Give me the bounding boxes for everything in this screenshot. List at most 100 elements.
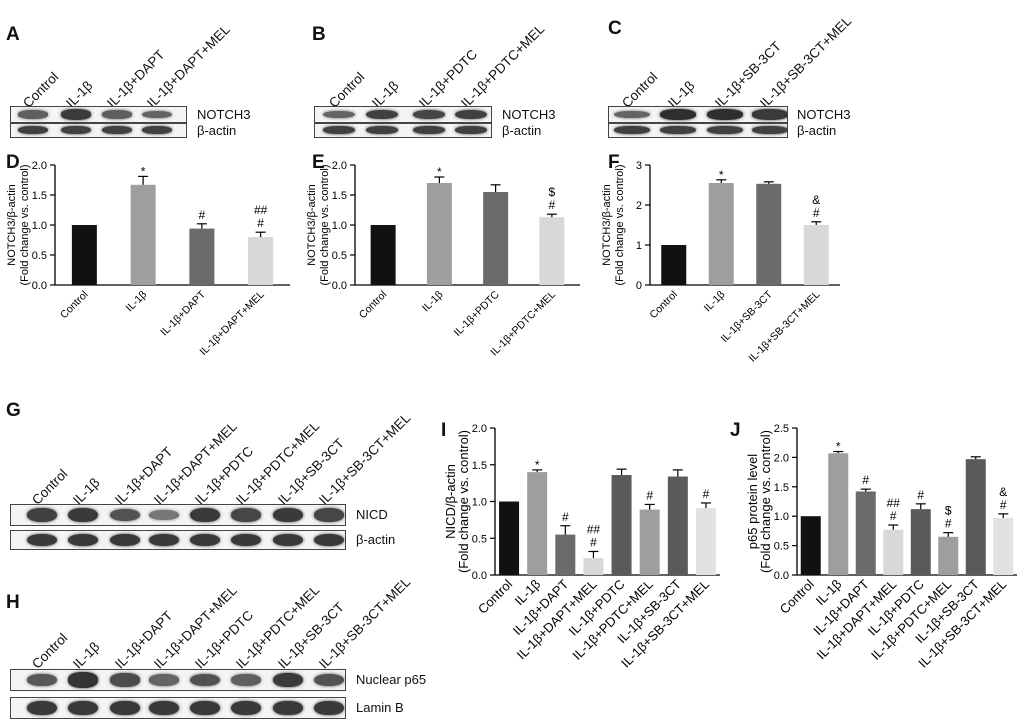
significance-mark: & bbox=[999, 485, 1007, 499]
y-tick-label: 1.5 bbox=[332, 190, 347, 202]
blot-band bbox=[707, 109, 743, 120]
significance-mark: # bbox=[590, 535, 597, 549]
bar-chart-d: 0.0 0.5 1.0 1.5 2.0 NOTCH3/β-actin (Fold chang… bbox=[6, 160, 290, 358]
blot-band bbox=[660, 109, 696, 120]
blot-label-b-b-actin: β-actin bbox=[502, 122, 542, 138]
blot-band bbox=[660, 126, 696, 135]
panel-letter-f: F bbox=[608, 152, 620, 173]
y-tick-label: 0.0 bbox=[472, 570, 487, 582]
y-tick-label: 1.0 bbox=[32, 220, 47, 232]
significance-mark: ## bbox=[254, 203, 268, 217]
bar-chart-e: 0.0 0.5 1.0 1.5 2.0 NOTCH3/β-actin (Fold chang… bbox=[306, 160, 580, 358]
significance-mark: # bbox=[813, 206, 820, 220]
x-tick-label: IL-1β bbox=[420, 289, 446, 315]
bar-e-il-1b-pdtc-mel bbox=[539, 217, 565, 285]
y-tick-label: 0.5 bbox=[774, 541, 789, 553]
y-tick-label: 1.0 bbox=[332, 220, 347, 232]
bar-chart-i: 0.0 0.5 1.0 1.5 2.0 NICD/β-actin(Fold change … bbox=[443, 423, 720, 671]
x-tick-label: IL-1β+PDTC+MEL bbox=[569, 577, 655, 663]
y-tick-label: 1.5 bbox=[472, 460, 487, 472]
significance-mark: # bbox=[945, 517, 952, 531]
bar-j-il-1b-dapt bbox=[855, 491, 876, 575]
bar-j-il-1b-dapt-mel bbox=[883, 529, 904, 575]
significance-mark: # bbox=[890, 509, 897, 523]
y-tick-label: 0.5 bbox=[472, 533, 487, 545]
y-tick-label: 2.0 bbox=[332, 160, 347, 172]
x-tick-label: Control bbox=[475, 576, 515, 616]
y-axis-sublabel-d: (Fold change vs. control) bbox=[19, 164, 31, 285]
y-axis-label-d: NOTCH3/β-actin bbox=[6, 184, 18, 266]
blot-band bbox=[61, 109, 91, 120]
blot-band bbox=[314, 700, 344, 716]
blot-band bbox=[68, 507, 98, 523]
x-tick-label: IL-1β bbox=[124, 289, 150, 315]
blot-band bbox=[413, 126, 445, 135]
blot-band bbox=[273, 533, 303, 547]
x-tick-label: IL-1β+PDTC+MEL bbox=[488, 289, 558, 359]
significance-mark: # bbox=[1000, 498, 1007, 512]
blot-band bbox=[413, 109, 445, 120]
y-tick-label: 0 bbox=[636, 280, 642, 292]
bar-j-il-1b-pdtc bbox=[910, 509, 931, 575]
blot-band bbox=[68, 533, 98, 547]
blot-band bbox=[366, 109, 398, 120]
blot-band bbox=[323, 126, 355, 135]
x-tick-label: IL-1β+SB-3CT bbox=[614, 576, 684, 646]
bar-i-il-1b-pdtc bbox=[611, 475, 632, 575]
blot-band bbox=[752, 126, 787, 135]
y-axis-sublabel-e: (Fold change vs. control) bbox=[319, 164, 331, 285]
blot-band bbox=[142, 110, 172, 119]
panel-letter-a: A bbox=[6, 24, 20, 45]
panel-letter-i: I bbox=[441, 420, 447, 441]
blot-band bbox=[314, 508, 344, 522]
significance-mark: & bbox=[812, 193, 820, 207]
blot-band bbox=[231, 700, 261, 716]
blot-strip-g-b-actin bbox=[10, 530, 346, 550]
blot-band bbox=[190, 700, 220, 716]
lane-label-b-control: Control bbox=[326, 69, 368, 111]
blot-band bbox=[149, 533, 179, 547]
significance-mark: ## bbox=[887, 496, 901, 510]
x-tick-label: Control bbox=[647, 289, 679, 321]
significance-mark: # bbox=[257, 216, 264, 230]
blot-band bbox=[68, 700, 98, 716]
panel-letter-b: B bbox=[312, 24, 326, 45]
bar-i-control bbox=[499, 501, 520, 575]
lane-label-g-il-1b: IL-1β bbox=[70, 475, 103, 508]
y-tick-label: 0.5 bbox=[332, 250, 347, 262]
lane-label-c-control: Control bbox=[619, 69, 661, 111]
bar-chart-f: 0 1 2 3 NOTCH3/β-actin (Fold change vs. contr… bbox=[601, 160, 840, 365]
blot-strip-a-notch3 bbox=[10, 106, 187, 123]
bar-i-il-1b-pdtc-mel bbox=[639, 509, 660, 575]
bar-f-il-1b-sb-3ct-mel bbox=[803, 225, 829, 285]
bar-chart-j: 0.0 0.5 1.0 1.5 2.0 2.5 p65 protein level(Fold… bbox=[745, 423, 1017, 671]
blot-strip-h-nuclear-p65 bbox=[10, 669, 346, 691]
y-axis-label-i: NICD/β-actin bbox=[443, 464, 458, 539]
blot-band bbox=[752, 109, 787, 120]
bar-i-il-1b-dapt-mel bbox=[583, 558, 604, 575]
y-axis-sublabel-i: (Fold change vs. control) bbox=[456, 430, 471, 573]
bar-i-il-1b bbox=[527, 472, 548, 575]
x-tick-label: IL-1β+DAPT bbox=[510, 576, 572, 638]
y-tick-label: 2.0 bbox=[774, 452, 789, 464]
blot-band bbox=[455, 109, 487, 120]
x-tick-label: IL-1β+SB-3CT bbox=[912, 576, 982, 646]
lane-label-c-il-1b-sb-3ct-mel: IL-1β+SB-3CT+MEL bbox=[757, 13, 855, 111]
blot-band bbox=[273, 700, 303, 716]
panel-letter-c: C bbox=[608, 18, 622, 39]
blot-band bbox=[110, 533, 140, 547]
y-tick-label: 1.0 bbox=[472, 497, 487, 509]
bar-e-il-1b bbox=[426, 183, 452, 285]
x-tick-label: IL-1β+SB-3CT+MEL bbox=[915, 577, 1009, 671]
bar-j-il-1b-sb-3ct-mel bbox=[993, 517, 1014, 575]
blot-band bbox=[18, 126, 48, 135]
blot-band bbox=[366, 126, 398, 135]
blot-strip-g-nicd bbox=[10, 504, 346, 526]
significance-mark: $ bbox=[945, 504, 952, 518]
x-tick-label: IL-1β+DAPT+MEL bbox=[514, 577, 600, 663]
blot-band bbox=[614, 126, 650, 135]
blot-strip-c-notch3 bbox=[608, 106, 788, 123]
x-tick-label: IL-1β+DAPT+MEL bbox=[197, 289, 266, 358]
blot-band bbox=[102, 126, 132, 135]
